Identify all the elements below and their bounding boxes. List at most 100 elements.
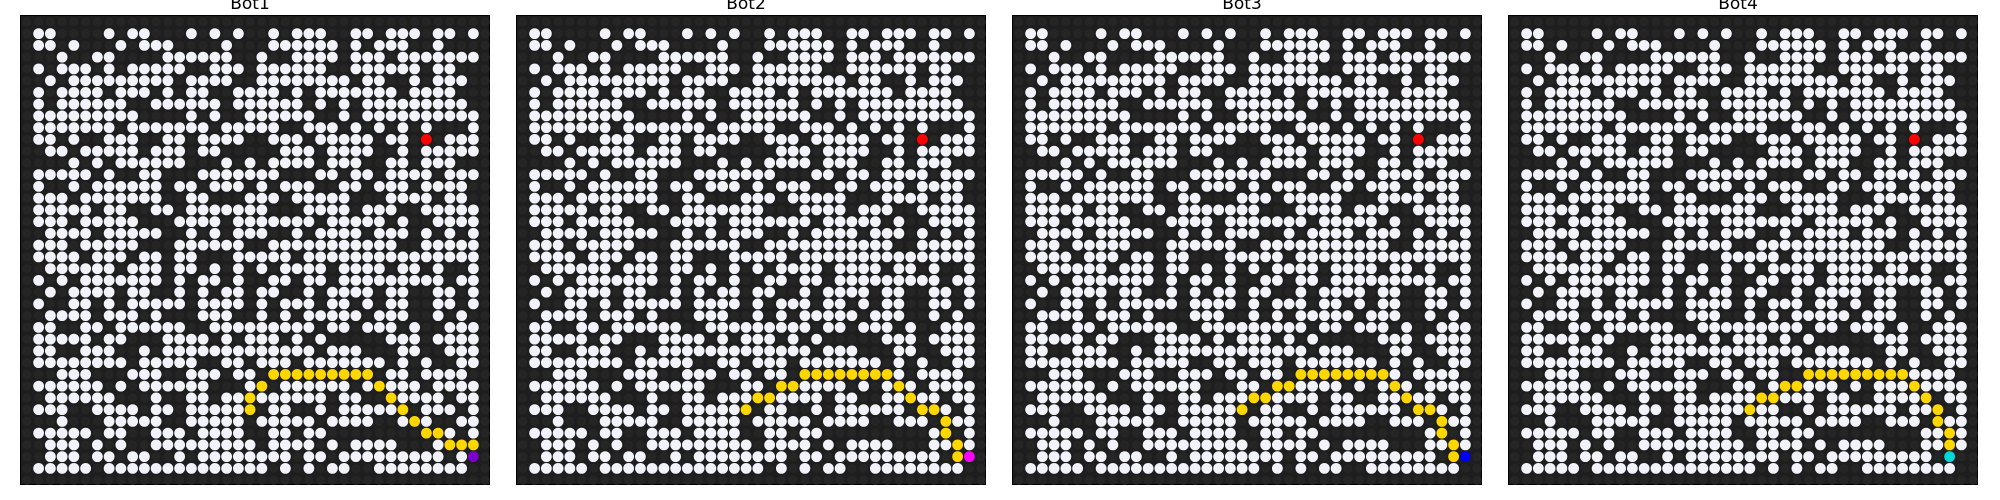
open-cell [456,216,468,228]
open-cell [1189,427,1201,439]
wall-cell [823,111,833,121]
open-cell [540,216,552,228]
open-cell [1260,133,1272,145]
wall-cell [917,17,927,27]
open-cell [185,239,197,251]
wall-cell [245,64,255,74]
open-cell [1365,51,1377,63]
wall-cell [1108,393,1118,403]
open-cell [1119,216,1131,228]
wall-cell [1886,17,1896,27]
wall-cell [929,358,939,368]
open-cell [916,157,928,169]
open-cell [91,251,103,263]
wall-cell [1390,440,1400,450]
open-cell [1365,86,1377,98]
wall-cell [386,52,396,62]
wall-cell [269,299,279,309]
open-cell [56,451,68,463]
wall-cell [245,76,255,86]
open-cell [1342,274,1354,286]
open-cell [1424,98,1436,110]
open-cell [905,251,917,263]
open-cell [599,427,611,439]
wall-cell [175,111,185,121]
open-cell [1295,157,1307,169]
wall-cell [34,452,44,462]
wall-cell [233,111,243,121]
open-cell [1448,415,1460,427]
open-cell [268,133,280,145]
wall-cell [1733,17,1743,27]
open-cell [952,145,964,157]
open-cell [1342,415,1354,427]
wall-cell [1131,52,1141,62]
open-cell [444,404,456,416]
open-cell [162,345,174,357]
open-cell [705,169,717,181]
open-cell [1271,357,1283,369]
wall-cell [1698,17,1708,27]
wall-cell [588,463,598,473]
open-cell [1060,462,1072,474]
open-cell [670,239,682,251]
wall-cell [386,76,396,86]
open-cell [467,392,479,404]
open-cell [432,98,444,110]
open-cell [576,169,588,181]
wall-cell [518,299,528,309]
open-cell [705,427,717,439]
open-cell [752,86,764,98]
wall-cell [316,217,326,227]
target-cell [1412,133,1424,145]
open-cell [1083,451,1095,463]
open-cell [681,239,693,251]
open-cell [623,263,635,275]
wall-cell [457,64,467,74]
open-cell [634,462,646,474]
wall-cell [22,334,32,344]
open-cell [1354,216,1366,228]
open-cell [787,180,799,192]
wall-cell [1472,205,1482,215]
open-cell [1201,439,1213,451]
wall-cell [1225,52,1235,62]
open-cell [705,462,717,474]
open-cell [822,251,834,263]
wall-cell [116,287,126,297]
open-cell [256,298,268,310]
wall-cell [1425,170,1435,180]
open-cell [728,439,740,451]
open-cell [881,86,893,98]
open-cell [822,145,834,157]
open-cell [174,239,186,251]
path-cell [1271,380,1283,392]
open-cell [221,333,233,345]
wall-cell [647,475,657,485]
wall-cell [976,40,986,50]
wall-cell [245,181,255,191]
open-cell [338,239,350,251]
wall-cell [729,158,739,168]
open-cell [564,333,576,345]
open-cell [822,321,834,333]
open-cell [56,404,68,416]
open-cell [373,98,385,110]
wall-cell [741,287,751,297]
open-cell [1189,216,1201,228]
wall-cell [823,428,833,438]
open-cell [56,263,68,275]
wall-cell [706,123,716,133]
wall-cell [553,299,563,309]
open-cell [858,239,870,251]
open-cell [529,427,541,439]
open-cell [1201,63,1213,75]
wall-cell [1202,158,1212,168]
open-cell [740,157,752,169]
open-cell [552,380,564,392]
open-cell [338,345,350,357]
wall-cell [565,275,575,285]
wall-cell [339,64,349,74]
open-cell [1107,251,1119,263]
open-cell [127,274,139,286]
